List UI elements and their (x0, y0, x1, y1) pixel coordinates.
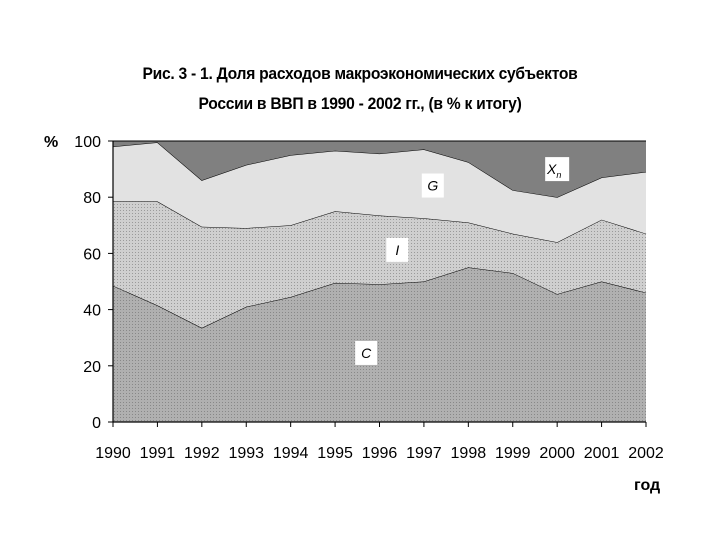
x-tick-label: 1995 (317, 445, 353, 462)
chart-title-line1: Рис. 3 - 1. Доля расходов макроэкономиче… (142, 64, 578, 83)
y-tick-label: 100 (74, 134, 101, 151)
y-tick-label: 80 (83, 190, 101, 207)
x-tick-label: 1998 (451, 445, 487, 462)
chart-title-line2: России в ВВП в 1990 - 2002 гг., (в % к и… (198, 94, 522, 113)
series-label-box-c (355, 340, 378, 365)
x-tick-label: 2000 (539, 445, 575, 462)
series-label-i: I (395, 242, 399, 258)
y-tick-label: 60 (83, 246, 101, 263)
area-g (113, 142, 646, 243)
x-tick-label: 1991 (140, 445, 176, 462)
x-tick-label: 2001 (584, 445, 620, 462)
x-tick-label: 1992 (184, 445, 220, 462)
y-tick-label: 40 (83, 303, 101, 320)
area-xn (113, 141, 646, 198)
x-tick-label: 1999 (495, 445, 531, 462)
series-label-box-i (386, 237, 409, 262)
series-label-g: G (427, 178, 438, 194)
series-label-subscript: n (556, 170, 561, 180)
area-i (113, 201, 646, 328)
x-tick-label: 1993 (228, 445, 264, 462)
y-axis-label: % (44, 134, 58, 151)
x-tick-label: 1997 (406, 445, 442, 462)
series-label-box-g (421, 173, 444, 198)
x-tick-label: 1990 (95, 445, 131, 462)
area-c (113, 267, 646, 422)
series-label-box-xn (545, 157, 570, 182)
x-tick-label: 1994 (273, 445, 309, 462)
x-tick-label: 2002 (628, 445, 664, 462)
y-tick-label: 0 (92, 415, 101, 432)
x-axis-label: год (634, 477, 660, 494)
series-label-c: C (361, 345, 372, 361)
y-tick-label: 20 (83, 359, 101, 376)
x-tick-label: 1996 (362, 445, 398, 462)
